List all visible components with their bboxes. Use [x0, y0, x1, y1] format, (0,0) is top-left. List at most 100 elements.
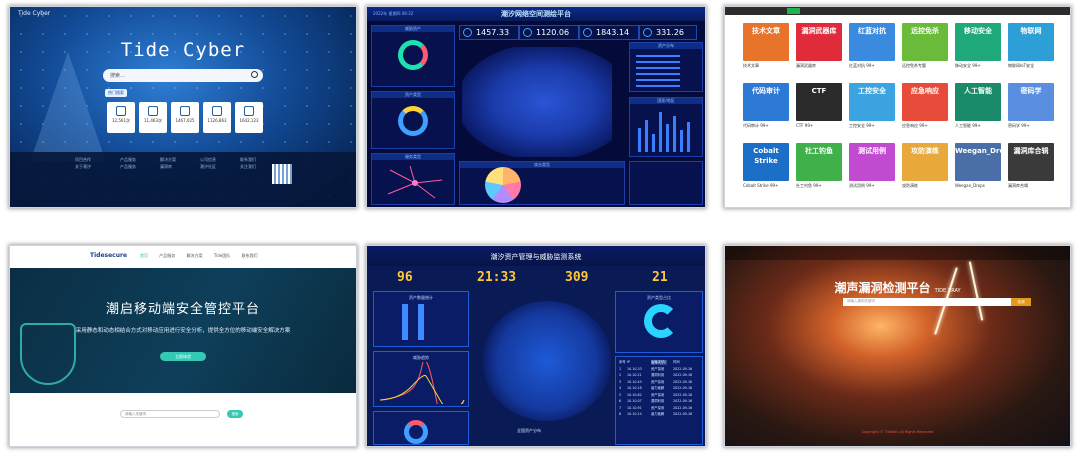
- nav-item[interactable]: Tide团队: [213, 253, 231, 258]
- table-row[interactable]: 8 10.10.14 暴力破解 2022-09-16: [619, 411, 703, 418]
- card-thumbnail[interactable]: 技术文章: [743, 23, 789, 61]
- card-title[interactable]: 技术文章: [743, 63, 759, 68]
- course-card[interactable]: 漏洞武器库 漏洞武器库: [796, 23, 842, 73]
- footer-link[interactable]: 解决方案: [160, 157, 176, 162]
- china-map[interactable]: [462, 47, 612, 157]
- stat-card[interactable]: 1467,025: [171, 102, 199, 133]
- table-row[interactable]: 5 10.10.62 资产探测 2022-09-16: [619, 392, 703, 399]
- card-thumbnail[interactable]: Weegan_Drops: [955, 143, 1013, 181]
- course-card[interactable]: CTF CTF 99+: [796, 83, 842, 133]
- card-title[interactable]: Weegan_Drops: [955, 183, 985, 188]
- header-time: 2022年 星期四 08:32: [373, 11, 414, 16]
- search-input[interactable]: 请输入关键词: [120, 410, 220, 418]
- card-title[interactable]: 物联网IoT安全: [1008, 63, 1035, 68]
- card-title[interactable]: 测试用例 99+: [849, 183, 875, 188]
- course-card[interactable]: 移动安全移动安全 99+: [955, 23, 1001, 73]
- card-thumbnail[interactable]: 测试用例: [849, 143, 895, 181]
- try-now-button[interactable]: 立即体验: [160, 352, 206, 361]
- course-card[interactable]: 人工智能人工智能 99+: [955, 83, 1001, 133]
- card-thumbnail[interactable]: 攻防演练: [902, 143, 948, 181]
- card-title[interactable]: 移动安全 99+: [955, 63, 981, 68]
- card-title[interactable]: 密码学 99+: [1008, 123, 1030, 128]
- nav-item[interactable]: 首页: [140, 253, 148, 258]
- footer-link[interactable]: 公司信息: [200, 157, 216, 162]
- card-title[interactable]: 漏洞武器库: [796, 63, 816, 68]
- table-row[interactable]: 1 10.10.33 资产探测 2022-09-16: [619, 366, 703, 373]
- footer-link[interactable]: 漏洞库: [160, 164, 172, 169]
- footer-link[interactable]: 产品服务: [120, 157, 136, 162]
- nav-item[interactable]: 产品服务: [159, 253, 176, 258]
- course-card[interactable]: 应急响应应急响应 99+: [902, 83, 948, 133]
- search-button[interactable]: 检测: [1011, 298, 1031, 306]
- card-thumbnail[interactable]: 移动安全: [955, 23, 1001, 61]
- card-thumbnail[interactable]: 漏洞库合辑: [1008, 143, 1054, 181]
- card-thumbnail[interactable]: 工控安全: [849, 83, 895, 121]
- dashboard-title: 潮汐资产管理与威胁监测系统: [490, 253, 582, 261]
- card-thumbnail[interactable]: 社工钓鱼: [796, 143, 842, 181]
- card-thumbnail[interactable]: Cobalt Strike: [743, 143, 789, 181]
- stat-value: 331.26: [656, 28, 684, 37]
- site-logo[interactable]: Tide Cyber: [18, 10, 51, 17]
- card-thumbnail[interactable]: 漏洞武器库: [796, 23, 842, 61]
- card-title[interactable]: 应急响应 99+: [902, 123, 928, 128]
- card-thumbnail[interactable]: 远控免杀: [902, 23, 948, 61]
- card-title[interactable]: CTF 99+: [796, 123, 814, 128]
- stat-card[interactable]: 11,463次: [139, 102, 167, 133]
- card-thumbnail[interactable]: 应急响应: [902, 83, 948, 121]
- course-card[interactable]: 社工钓鱼社工钓鱼 99+: [796, 143, 842, 193]
- search-button[interactable]: 搜索: [227, 410, 243, 418]
- nav-item[interactable]: 解决方案: [186, 253, 203, 258]
- card-title[interactable]: 代码审计 99+: [743, 123, 769, 128]
- card-title[interactable]: 远控免杀专题: [902, 63, 926, 68]
- stat-card[interactable]: 12,561次: [107, 102, 135, 133]
- course-card[interactable]: 密码学密码学 99+: [1008, 83, 1054, 133]
- course-card[interactable]: 物联网物联网IoT安全: [1008, 23, 1054, 73]
- course-card[interactable]: 红蓝对抗红蓝对抗 99+: [849, 23, 895, 73]
- card-thumbnail[interactable]: 物联网: [1008, 23, 1054, 61]
- card-thumbnail[interactable]: 密码学: [1008, 83, 1054, 121]
- card-title[interactable]: 人工智能 99+: [955, 123, 981, 128]
- course-card[interactable]: Cobalt Strike Cobalt Strike 99+: [743, 143, 789, 193]
- card-thumbnail[interactable]: 人工智能: [955, 83, 1001, 121]
- active-tab[interactable]: [787, 8, 800, 14]
- search-input[interactable]: 搜索...: [103, 69, 263, 82]
- stat-card[interactable]: 1126,863: [203, 102, 231, 133]
- table-row[interactable]: 4 10.10.18 暴力破解 2022-09-16: [619, 385, 703, 392]
- card-title[interactable]: 工控安全 99+: [849, 123, 875, 128]
- card-thumbnail[interactable]: 代码审计: [743, 83, 789, 121]
- card-title[interactable]: Cobalt Strike 99+: [743, 183, 779, 188]
- search-input[interactable]: 请输入漏洞关键词: [843, 298, 1011, 306]
- table-row[interactable]: 3 10.10.45 资产探测 2022-09-16: [619, 379, 703, 386]
- card-title[interactable]: 攻防演练: [902, 183, 918, 188]
- hot-search-tag[interactable]: 热门搜索: [105, 89, 127, 97]
- table-cell: 资产探测: [651, 405, 665, 410]
- course-card[interactable]: 测试用例测试用例 99+: [849, 143, 895, 193]
- card-thumbnail[interactable]: 红蓝对抗: [849, 23, 895, 61]
- search-icon[interactable]: [251, 71, 258, 78]
- nav-item[interactable]: 联系我们: [241, 253, 258, 258]
- course-card[interactable]: 工控安全工控安全 99+: [849, 83, 895, 133]
- course-card[interactable]: 技术文章 技术文章: [743, 23, 789, 73]
- course-card[interactable]: 代码审计代码审计 99+: [743, 83, 789, 133]
- card-title[interactable]: 社工钓鱼 99+: [796, 183, 822, 188]
- course-card[interactable]: Weegan_Drops Weegan_Drops: [955, 143, 1013, 193]
- card-thumbnail[interactable]: CTF: [796, 83, 842, 121]
- card-title[interactable]: 红蓝对抗 99+: [849, 63, 875, 68]
- course-card[interactable]: 漏洞库合辑 漏洞库合辑: [1008, 143, 1054, 193]
- footer-link[interactable]: 联系我们: [240, 157, 256, 162]
- stat-card[interactable]: 1642,123: [235, 102, 263, 133]
- footer-link[interactable]: 关注我们: [240, 164, 256, 169]
- site-logo[interactable]: Tidesecure: [90, 252, 128, 259]
- footer-link[interactable]: 产品服务: [120, 164, 136, 169]
- footer-link[interactable]: 项目合作: [75, 157, 91, 162]
- table-row[interactable]: 6 10.10.07 漏洞利用 2022-09-16: [619, 398, 703, 405]
- footer-link[interactable]: 潮汐社区: [200, 164, 216, 169]
- footer-link[interactable]: 关于潮汐: [75, 164, 91, 169]
- table-row[interactable]: 2 10.10.21 漏洞利用 2022-09-16: [619, 372, 703, 379]
- card-title[interactable]: 漏洞库合辑: [1008, 183, 1028, 188]
- dashboard-widget: 国家/地区: [629, 97, 703, 157]
- table-row[interactable]: 7 10.10.91 资产探测 2022-09-16: [619, 405, 703, 412]
- china-map[interactable]: [482, 301, 612, 421]
- course-card[interactable]: 远控免杀远控免杀专题: [902, 23, 948, 73]
- course-card[interactable]: 攻防演练 攻防演练: [902, 143, 948, 193]
